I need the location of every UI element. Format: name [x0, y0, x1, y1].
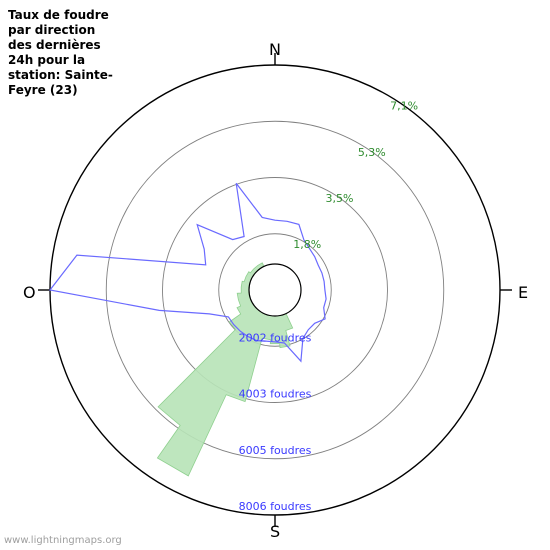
polar-chart: 2002 foudres 1,8% 4003 foudres 3,5% 6005 fou…: [0, 0, 550, 550]
attribution: www.lightningmaps.org: [4, 535, 122, 546]
ring-count-label: 4003 foudres: [239, 388, 312, 401]
cardinal-n: N: [269, 40, 281, 59]
cardinal-o: O: [23, 283, 36, 302]
ring-pct-label: 7,1%: [390, 100, 418, 113]
ring-pct-label: 5,3%: [358, 146, 386, 159]
ring-count-label: 8006 foudres: [239, 500, 312, 513]
ring-count-label: 6005 foudres: [239, 444, 312, 457]
cardinal-s: S: [270, 522, 280, 541]
ring-pct-label: 3,5%: [326, 192, 354, 205]
ring-pct-label: 1,8%: [293, 238, 321, 251]
cardinal-e: E: [518, 283, 528, 302]
ring-count-label: 2002 foudres: [239, 331, 312, 344]
chart-stage: Taux de foudre par direction des dernièr…: [0, 0, 550, 550]
